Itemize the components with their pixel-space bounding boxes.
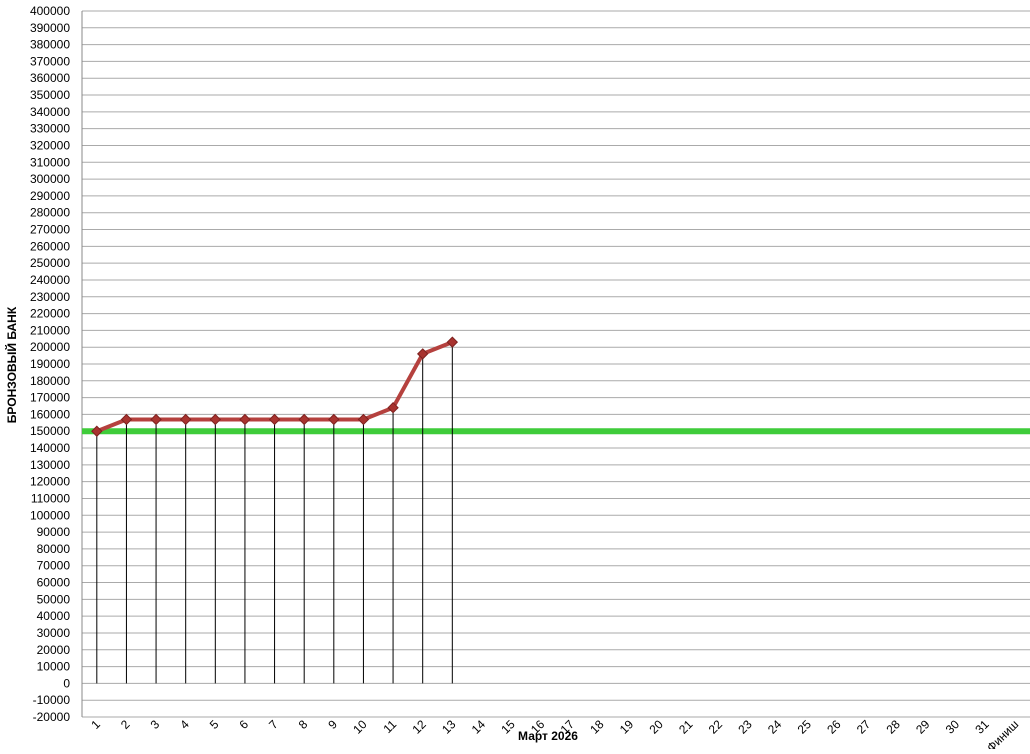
x-tick-label: 19: [617, 717, 637, 737]
x-tick-label: 15: [498, 717, 518, 737]
x-tick-label: 29: [913, 717, 933, 737]
y-tick-label: 260000: [30, 239, 70, 253]
y-tick-label: 360000: [30, 71, 70, 85]
y-tick-label: 300000: [30, 172, 70, 186]
y-tick-label: 250000: [30, 256, 70, 270]
x-tick-label: 31: [972, 717, 992, 737]
y-tick-label: 390000: [30, 21, 70, 35]
y-tick-label: 40000: [37, 609, 71, 623]
y-tick-label: 400000: [30, 4, 70, 18]
y-axis-label: БРОНЗОВЫЙ БАНК: [4, 306, 19, 423]
x-tick-label: 12: [409, 717, 429, 737]
y-tick-label: 350000: [30, 88, 70, 102]
y-tick-label: 310000: [30, 155, 70, 169]
y-tick-label: 380000: [30, 38, 70, 52]
y-tick-label: 150000: [30, 424, 70, 438]
y-tick-label: 220000: [30, 307, 70, 321]
x-tick-label: 26: [824, 717, 844, 737]
x-tick-label: 8: [296, 717, 311, 732]
y-tick-label: 240000: [30, 273, 70, 287]
x-tick-label: 4: [177, 717, 192, 732]
y-tick-label: 120000: [30, 475, 70, 489]
y-tick-label: 80000: [37, 542, 71, 556]
y-tick-label: 190000: [30, 357, 70, 371]
x-tick-label: 2: [118, 717, 133, 732]
y-tick-label: 230000: [30, 290, 70, 304]
marker: [91, 425, 103, 437]
x-tick-label: 13: [439, 717, 459, 737]
marker: [239, 413, 251, 426]
x-tick-label: 30: [943, 717, 963, 737]
y-tick-label: 280000: [30, 206, 70, 220]
x-tick-label: 11: [380, 717, 399, 736]
y-tick-label: 140000: [30, 441, 70, 455]
y-tick-label: 90000: [37, 525, 71, 539]
x-tick-label: 25: [795, 717, 815, 737]
x-tick-label: 24: [765, 717, 785, 737]
y-tick-label: 20000: [37, 643, 71, 657]
marker: [446, 336, 459, 348]
marker: [120, 413, 133, 426]
marker: [209, 413, 222, 426]
y-tick-label: 70000: [37, 559, 71, 573]
marker: [328, 413, 340, 426]
y-tick-label: 110000: [31, 491, 70, 505]
x-tick-label: 6: [236, 717, 251, 732]
y-tick-label: 170000: [30, 391, 70, 405]
marker: [150, 413, 162, 426]
x-tick-label: 20: [646, 717, 666, 737]
x-axis-label: Март 2026: [518, 729, 578, 743]
x-tick-label: 23: [735, 717, 755, 737]
y-tick-label: 320000: [30, 138, 70, 152]
y-tick-label: 290000: [30, 189, 70, 203]
y-tick-label: 100000: [30, 508, 70, 522]
x-tick-label: 14: [469, 717, 489, 737]
marker: [298, 413, 310, 426]
marker: [387, 401, 399, 414]
y-tick-label: 330000: [30, 122, 70, 136]
x-tick-label: Финиш: [984, 717, 1021, 749]
x-tick-label: 10: [350, 717, 370, 737]
x-tick-label: 28: [883, 717, 903, 737]
y-tick-label: 0: [63, 676, 70, 690]
y-tick-label: 340000: [30, 105, 70, 119]
x-tick-label: 3: [148, 717, 163, 732]
x-tick-label: 27: [854, 717, 874, 737]
y-tick-label: 160000: [30, 407, 70, 421]
y-tick-label: 60000: [37, 576, 71, 590]
y-tick-label: 10000: [37, 660, 71, 674]
y-tick-label: -20000: [33, 710, 71, 724]
x-tick-label: 5: [207, 717, 222, 732]
x-tick-label: 18: [587, 717, 607, 737]
x-tick-label: 7: [266, 717, 281, 732]
marker: [268, 413, 281, 426]
marker: [357, 413, 370, 426]
y-tick-label: 180000: [30, 374, 70, 388]
x-tick-label: 21: [676, 717, 696, 737]
y-tick-label: 130000: [30, 458, 70, 472]
y-tick-label: -10000: [33, 693, 71, 707]
y-tick-label: 210000: [30, 323, 70, 337]
marker: [179, 413, 192, 426]
y-tick-label: 30000: [37, 626, 71, 640]
marker: [416, 348, 429, 360]
x-tick-label: 1: [88, 717, 103, 732]
y-tick-label: 50000: [37, 592, 71, 606]
y-tick-label: 370000: [30, 54, 70, 68]
y-tick-label: 200000: [30, 340, 70, 354]
x-tick-label: 22: [706, 717, 726, 737]
y-tick-label: 270000: [30, 223, 70, 237]
x-tick-label: 9: [325, 717, 340, 732]
